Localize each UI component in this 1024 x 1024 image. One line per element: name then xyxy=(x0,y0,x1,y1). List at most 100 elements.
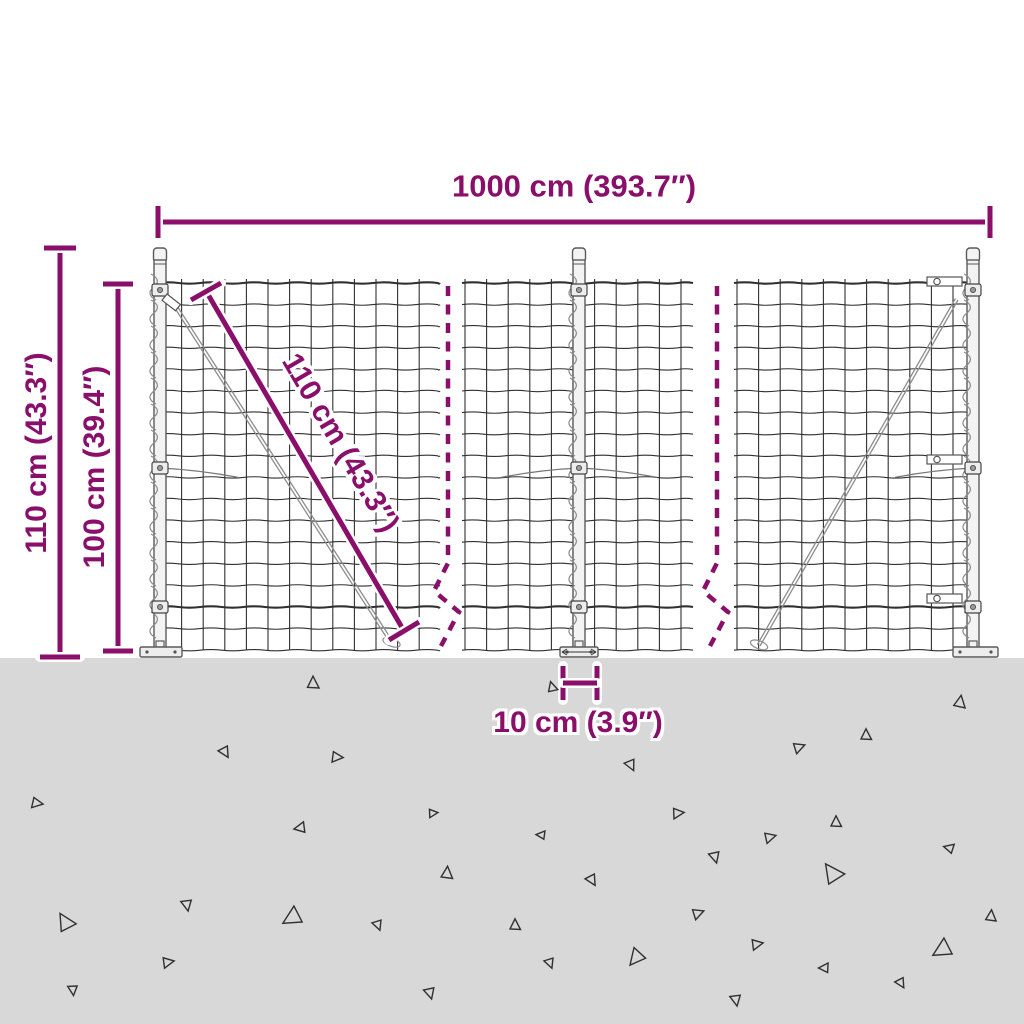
ground-triangle xyxy=(751,938,765,952)
mesh-horizontal-wire xyxy=(156,584,441,587)
fence-posts xyxy=(139,247,999,658)
ground-triangle xyxy=(30,796,45,809)
tensioner-arm xyxy=(926,454,963,465)
ground-triangle xyxy=(281,904,304,925)
ground-triangle xyxy=(179,899,193,913)
break-lines xyxy=(431,286,731,648)
mesh-horizontal-wire xyxy=(156,476,441,479)
mesh-horizontal-wire xyxy=(156,433,441,436)
tensioner-eye xyxy=(933,594,941,603)
mesh-horizontal-wire xyxy=(733,389,977,393)
mesh-horizontal-wire xyxy=(156,411,441,414)
ground-triangle xyxy=(728,994,742,1008)
mesh-horizontal-wire xyxy=(733,649,977,652)
ground-triangle xyxy=(542,957,554,970)
post-base-plate xyxy=(139,646,183,658)
ground-triangle-marks xyxy=(30,674,998,1008)
mesh-horizontal-wire xyxy=(156,497,441,501)
ground-triangle xyxy=(952,693,967,709)
clamp-bolt xyxy=(156,286,163,293)
wire-mesh xyxy=(156,279,977,652)
post-base-plate xyxy=(952,646,999,658)
mesh-horizontal-wire xyxy=(156,368,441,371)
mesh-horizontal-wire xyxy=(156,325,441,328)
clamp-bolt xyxy=(576,286,583,293)
clamp-bolt xyxy=(576,464,583,471)
ground-triangle xyxy=(292,820,306,834)
mesh-horizontal-wire xyxy=(733,541,977,544)
ground-triangle xyxy=(370,919,382,932)
plate-anchor-hole xyxy=(145,650,149,654)
mesh-horizontal-wire xyxy=(733,476,977,479)
ground-triangle xyxy=(829,814,843,828)
tension-wire-sag xyxy=(894,467,974,478)
ground-triangle xyxy=(508,917,522,931)
ground-triangle xyxy=(707,850,720,865)
diagonal-dimension-line xyxy=(203,289,407,633)
mesh-horizontal-wire xyxy=(156,605,441,609)
ground-triangle xyxy=(583,872,596,887)
brace-strut-line xyxy=(756,298,956,645)
plate-anchor-hole xyxy=(989,650,993,654)
ground-triangle xyxy=(422,986,435,1001)
ground-triangle xyxy=(893,976,905,990)
mesh-horizontal-wire xyxy=(733,325,977,328)
ground-triangle xyxy=(792,742,807,756)
mesh-horizontal-wire xyxy=(156,649,441,652)
ground-triangle xyxy=(942,843,956,855)
brace-strut-line xyxy=(168,299,392,644)
brace-strut-line xyxy=(171,297,394,643)
tensioner-arm xyxy=(926,276,963,287)
total-height-dimension-label: 110 cm (43.3″) xyxy=(20,352,53,554)
ground-triangle xyxy=(672,807,686,821)
post-body xyxy=(572,259,586,650)
ground-triangle xyxy=(629,946,647,967)
tensioner-eye xyxy=(933,277,941,286)
ground-triangle xyxy=(984,908,998,922)
mesh-horizontal-wire xyxy=(733,411,977,414)
mesh-horizontal-wire xyxy=(156,303,441,306)
tension-wire-sag xyxy=(159,467,239,478)
plate-width-arrow xyxy=(561,648,597,656)
mesh-horizontal-wire xyxy=(733,562,977,565)
mesh-horizontal-wire xyxy=(156,389,441,393)
tensioner-eye xyxy=(933,455,941,464)
ground-triangle xyxy=(162,956,176,970)
plate-anchor-hole xyxy=(173,650,177,654)
ground-triangle xyxy=(816,961,829,974)
clamp-bolt xyxy=(970,286,977,293)
panel-break-line xyxy=(700,286,731,648)
tension-wire-sag xyxy=(500,467,580,478)
ground-triangle xyxy=(66,985,79,998)
mesh-horizontal-wire xyxy=(733,346,977,349)
ground-triangle xyxy=(534,829,546,841)
ground-triangle xyxy=(691,908,706,922)
width-dimension-label: 1000 cm (393.7″) xyxy=(451,168,697,204)
ground-triangle xyxy=(622,758,635,773)
ground-triangle xyxy=(59,912,78,933)
brace-strut-line xyxy=(759,299,959,647)
mesh-horizontal-wire xyxy=(156,519,441,522)
mesh-horizontal-wire xyxy=(733,584,977,587)
ground-triangle xyxy=(306,674,321,689)
ground-triangle xyxy=(547,680,560,693)
ground-triangle xyxy=(824,862,847,886)
mesh-horizontal-wire xyxy=(733,627,977,630)
mesh-horizontal-wire xyxy=(156,281,441,285)
diagonal-dimension-tick xyxy=(189,280,223,303)
mesh-horizontal-wire xyxy=(733,519,977,522)
brace-foot xyxy=(749,639,769,651)
ground-triangle xyxy=(931,936,954,957)
tensioner-arm xyxy=(926,593,963,604)
post-body xyxy=(153,259,167,650)
post-body xyxy=(966,259,980,650)
clamp-bolt xyxy=(970,604,977,611)
panel-break-line xyxy=(431,286,462,648)
ground-triangle xyxy=(763,832,778,845)
clamp-bolt xyxy=(576,604,583,611)
diagonal-dimension-tick xyxy=(387,619,421,643)
clamp-bolt xyxy=(970,464,977,471)
tension-wire-sag xyxy=(578,467,658,478)
mesh-horizontal-wire xyxy=(156,346,441,349)
clamp-bolt xyxy=(156,604,163,611)
